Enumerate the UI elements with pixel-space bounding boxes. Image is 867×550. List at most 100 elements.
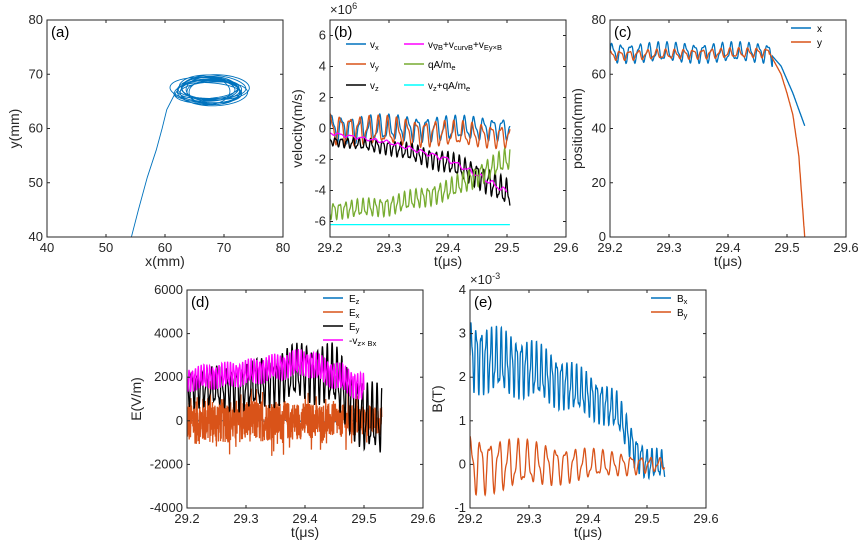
plot-area — [130, 74, 250, 237]
text-span: E — [349, 322, 356, 333]
series-line-trajectory — [130, 74, 250, 237]
axis-exponent: ×10-3 — [470, 271, 500, 287]
y-tick-label: -4000 — [150, 500, 183, 515]
y-tick-label: 50 — [29, 175, 43, 190]
text-span: E — [349, 294, 356, 305]
y-tick-label: 4 — [459, 282, 466, 297]
panel-label: (b) — [334, 24, 352, 41]
y-tick-label: 80 — [29, 12, 43, 27]
y-tick-label: 0 — [176, 413, 183, 428]
legend-label: x — [817, 24, 822, 35]
x-tick-label: 29.4 — [715, 240, 740, 255]
series-line-v-y — [330, 113, 511, 150]
panel-label: (d) — [191, 294, 209, 311]
text-span: E — [349, 308, 356, 319]
series-line-y — [610, 46, 806, 237]
x-tick-label: 29.5 — [634, 511, 659, 526]
y-tick-label: 4000 — [154, 326, 183, 341]
y-tick-label: 2 — [319, 90, 326, 105]
text-span: ∇B — [432, 43, 443, 52]
y-tick-label: -2 — [314, 152, 326, 167]
text-span: B — [677, 294, 684, 305]
legend-label: Ey — [349, 322, 360, 334]
text-span: x — [817, 24, 822, 35]
x-tick-label: 29.4 — [575, 511, 600, 526]
panel-c: 29.2 29.3 29.4 29.5 29.6 0 20 40 60 80 t(μs) positi… — [569, 12, 859, 269]
series-line-qA-m-e — [330, 146, 511, 221]
series-line-v-x — [330, 112, 511, 145]
legend-label: vx — [370, 40, 379, 52]
text-span: x(mm) — [145, 253, 185, 269]
y-axis-label: y(mm) — [6, 109, 22, 149]
text-span: e — [466, 84, 470, 93]
text-span: t(μs) — [574, 524, 602, 540]
y-tick-label: 3 — [459, 326, 466, 341]
y-tick-label: 0 — [599, 229, 606, 244]
panel-label: (c) — [614, 24, 632, 41]
text-span: +v — [443, 40, 454, 51]
text-span: y — [684, 311, 688, 320]
x-tick-label: 29.5 — [494, 240, 519, 255]
y-tick-label: 1 — [459, 413, 466, 428]
x-axis-label: t(μs) — [434, 253, 462, 269]
text-span: v — [370, 60, 375, 71]
text-span: t(μs) — [434, 253, 462, 269]
y-tick-label: 70 — [29, 66, 43, 81]
text-span: x — [684, 297, 688, 306]
text-span: curvB — [454, 43, 473, 52]
x-tick-label: 40 — [40, 240, 54, 255]
legend-label: By — [677, 308, 688, 320]
x-tick-label: 29.5 — [774, 240, 799, 255]
x-tick-label: 29.3 — [376, 240, 401, 255]
y-tick-label: 60 — [592, 66, 606, 81]
legend-label: y — [817, 38, 822, 49]
panel-b: 29.2 29.3 29.4 29.5 29.6 -6 -4 -2 0 2 4 6 t(μs) veloc… — [289, 1, 579, 269]
x-tick-label: 29.2 — [597, 240, 622, 255]
y-axis-label: E(V/m) — [128, 377, 144, 421]
text-span: B — [677, 308, 684, 319]
text-span: +v — [473, 40, 484, 51]
axes-box — [46, 19, 284, 238]
legend-label: Bx — [677, 294, 688, 306]
series-line-v-z — [330, 136, 511, 206]
y-axis-label: position(mm) — [569, 88, 585, 169]
text-span: x — [375, 43, 379, 52]
legend-label: Ez — [349, 294, 360, 306]
x-tick-label: 29.2 — [457, 511, 482, 526]
x-tick-label: 29.6 — [410, 511, 435, 526]
y-tick-label: 0 — [319, 121, 326, 136]
y-tick-label: 20 — [592, 175, 606, 190]
text-span: y — [817, 38, 822, 49]
legend-label: -vz× Bx — [349, 336, 377, 348]
y-tick-label: 40 — [592, 121, 606, 136]
series-line--v-z-B-x — [187, 348, 365, 401]
y-tick-label: 60 — [29, 121, 43, 136]
legend-label: vz — [370, 81, 379, 93]
x-tick-label: 29.3 — [656, 240, 681, 255]
legend-label: qA/me — [428, 60, 456, 72]
x-tick-label: 29.6 — [553, 240, 578, 255]
y-tick-label: -6 — [314, 214, 326, 229]
x-tick-label: 50 — [99, 240, 113, 255]
x-tick-label: 29.4 — [435, 240, 460, 255]
y-axis-label: velocity(m/s) — [289, 89, 305, 168]
text-span: v — [428, 81, 433, 92]
x-tick-label: 60 — [158, 240, 172, 255]
panel-d: 29.2 29.3 29.4 29.5 29.6 -4000 -2000 0 2000 4000 6… — [128, 282, 436, 540]
text-span: v — [370, 40, 375, 51]
plot-area — [470, 322, 666, 497]
y-tick-label: 0 — [459, 456, 466, 471]
y-tick-label: 4 — [319, 59, 326, 74]
x-tick-label: 29.4 — [292, 511, 317, 526]
x-tick-label: 29.2 — [174, 511, 199, 526]
y-tick-label: 6 — [319, 28, 326, 43]
text-span: x — [356, 311, 360, 320]
exponent-power: 6 — [352, 1, 357, 11]
y-axis-label: B(T) — [429, 385, 445, 412]
text-span: y×B — [489, 43, 502, 52]
text-span: t(μs) — [291, 524, 319, 540]
y-tick-label: -2000 — [150, 456, 183, 471]
text-span: z — [433, 84, 437, 93]
series-line-B-y — [470, 436, 666, 497]
panel-e: 29.2 29.3 29.4 29.5 29.6 -1 0 1 2 3 4 t(μs) B(T) ×10-… — [429, 271, 719, 540]
